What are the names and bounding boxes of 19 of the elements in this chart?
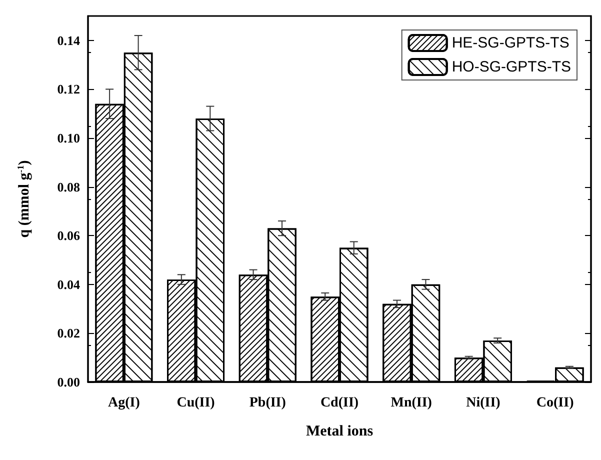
x-tick-label: Ni(II): [466, 396, 501, 410]
y-tick-label: 0.00: [57, 374, 80, 390]
legend-label: HE-SG-GPTS-TS: [452, 34, 570, 52]
x-tick-label: Cu(II): [176, 396, 216, 410]
y-tick-label: 0.12: [57, 82, 80, 97]
y-tick-label: 0.02: [57, 326, 80, 341]
x-tick-label: Mn(II): [390, 396, 432, 410]
legend-label: HO-SG-GPTS-TS: [452, 58, 572, 76]
x-tick-label: Pb(II): [249, 396, 286, 410]
x-tick-label: Ag(I): [108, 396, 140, 410]
y-tick-label: 0.10: [57, 130, 80, 146]
x-tick-label: Co(II): [536, 396, 574, 410]
y-tick-label: 0.04: [57, 276, 80, 292]
y-axis-title: q (mmol g-1): [16, 160, 32, 238]
y-tick-label: 0.06: [57, 228, 80, 244]
y-tick-label: 0.14: [57, 32, 80, 48]
x-axis-title: Metal ions: [306, 424, 374, 440]
x-tick-label: Cd(II): [320, 396, 359, 410]
y-tick-label: 0.08: [57, 179, 80, 194]
